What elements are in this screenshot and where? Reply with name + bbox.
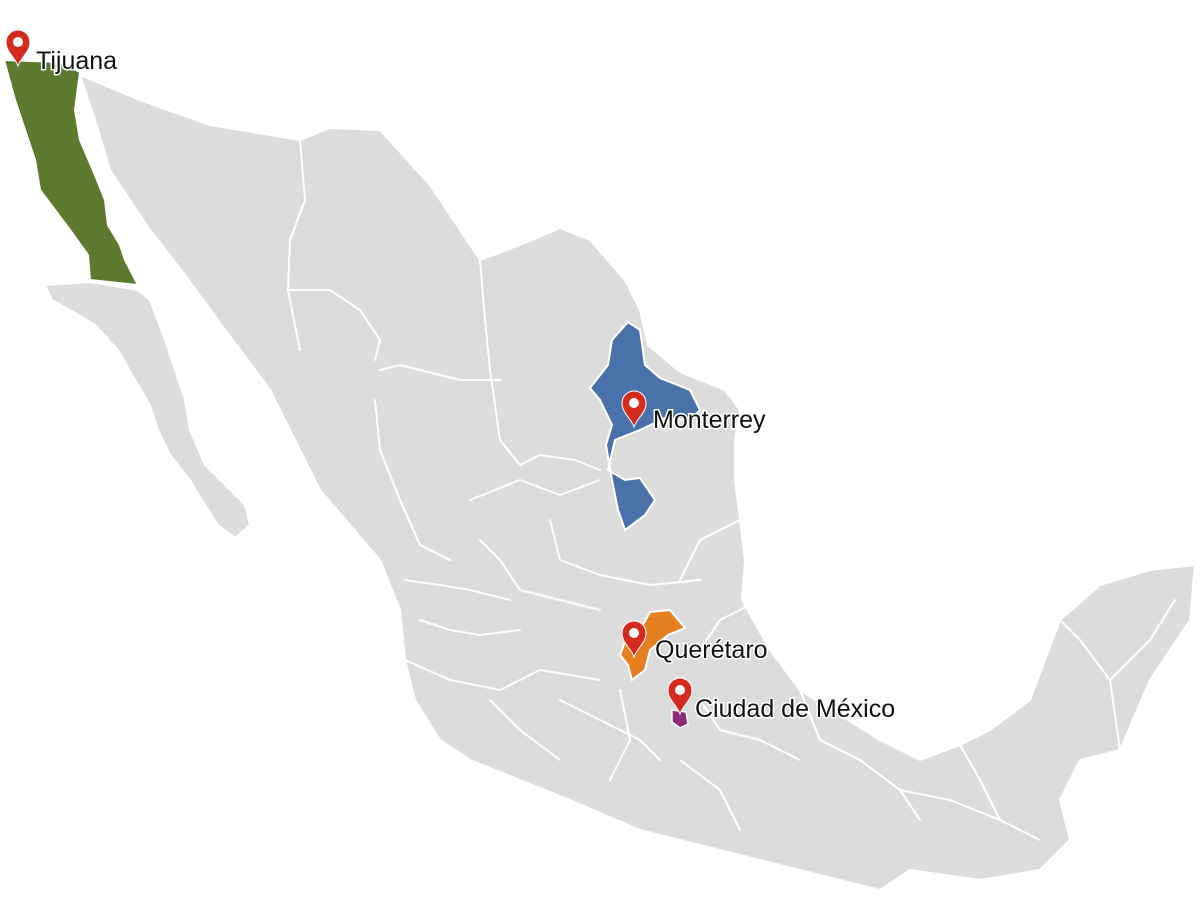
city-label-tijuana: Tijuana — [36, 47, 117, 75]
cdmx-state — [671, 709, 689, 729]
city-label-monterrey: Monterrey — [653, 406, 766, 434]
baja-california-sur — [44, 281, 251, 539]
marker-queretaro[interactable]: Querétaro — [621, 620, 769, 666]
marker-cdmx[interactable]: Ciudad de México — [667, 677, 897, 725]
city-label-cdmx: Ciudad de México — [695, 695, 895, 723]
marker-monterrey[interactable]: Monterrey — [621, 390, 768, 436]
marker-tijuana[interactable]: Tijuana — [5, 29, 119, 77]
city-label-queretaro: Querétaro — [655, 636, 768, 664]
nuevo-leon-state — [588, 320, 702, 532]
baja-california-state — [2, 58, 140, 287]
state-borders — [287, 139, 1176, 841]
